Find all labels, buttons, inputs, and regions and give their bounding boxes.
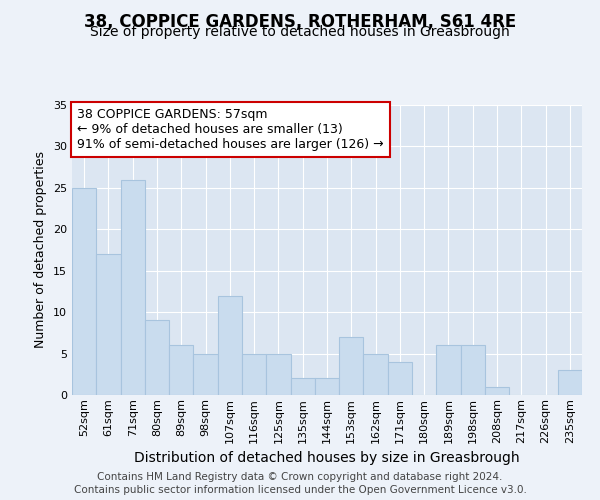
Text: Contains public sector information licensed under the Open Government Licence v3: Contains public sector information licen… — [74, 485, 526, 495]
Bar — [436, 346, 461, 395]
Bar — [315, 378, 339, 395]
Bar — [485, 386, 509, 395]
Bar — [96, 254, 121, 395]
Bar — [72, 188, 96, 395]
Y-axis label: Number of detached properties: Number of detached properties — [34, 152, 47, 348]
Bar — [290, 378, 315, 395]
Bar — [364, 354, 388, 395]
Text: 38, COPPICE GARDENS, ROTHERHAM, S61 4RE: 38, COPPICE GARDENS, ROTHERHAM, S61 4RE — [84, 12, 516, 30]
Bar — [218, 296, 242, 395]
Bar — [461, 346, 485, 395]
Bar — [339, 337, 364, 395]
X-axis label: Distribution of detached houses by size in Greasbrough: Distribution of detached houses by size … — [134, 451, 520, 465]
Bar — [169, 346, 193, 395]
Bar — [266, 354, 290, 395]
Text: Size of property relative to detached houses in Greasbrough: Size of property relative to detached ho… — [90, 25, 510, 39]
Text: 38 COPPICE GARDENS: 57sqm
← 9% of detached houses are smaller (13)
91% of semi-d: 38 COPPICE GARDENS: 57sqm ← 9% of detach… — [77, 108, 384, 151]
Text: Contains HM Land Registry data © Crown copyright and database right 2024.: Contains HM Land Registry data © Crown c… — [97, 472, 503, 482]
Bar — [558, 370, 582, 395]
Bar — [388, 362, 412, 395]
Bar — [193, 354, 218, 395]
Bar — [242, 354, 266, 395]
Bar — [145, 320, 169, 395]
Bar — [121, 180, 145, 395]
